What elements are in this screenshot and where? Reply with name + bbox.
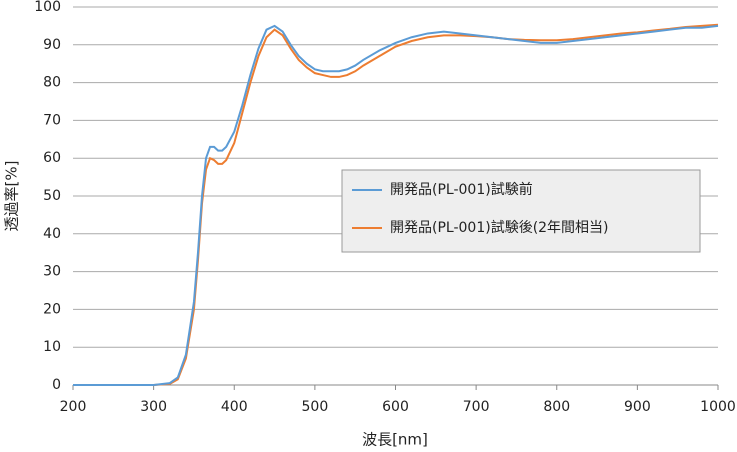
legend-box xyxy=(341,169,701,253)
x-tick-label: 1000 xyxy=(700,399,736,415)
y-tick-label: 90 xyxy=(43,37,61,53)
x-tick-label: 400 xyxy=(221,399,248,415)
x-tick-label: 600 xyxy=(382,399,409,415)
x-tick-label: 500 xyxy=(302,399,329,415)
y-tick-label: 40 xyxy=(43,226,61,242)
x-axis-label: 波長[nm] xyxy=(362,431,428,449)
y-tick-label: 100 xyxy=(34,0,61,15)
x-tick-label: 200 xyxy=(60,399,87,415)
y-tick-label: 50 xyxy=(43,188,61,204)
y-tick-label: 0 xyxy=(52,377,61,393)
y-axis-label: 透過率[%] xyxy=(3,161,21,232)
y-tick-label: 70 xyxy=(43,112,61,128)
series-line xyxy=(73,23,719,386)
x-tick-label: 800 xyxy=(543,399,570,415)
legend-label: 開発品(PL-001)試験前 xyxy=(390,181,533,198)
x-tick-label: 300 xyxy=(140,399,167,415)
y-tick-label: 20 xyxy=(43,301,61,317)
y-tick-label: 30 xyxy=(43,264,61,280)
y-tick-label: 60 xyxy=(43,150,61,166)
x-tick-label: 700 xyxy=(463,399,490,415)
y-tick-label: 80 xyxy=(43,75,61,91)
series-line xyxy=(73,24,719,386)
x-tick-label: 900 xyxy=(624,399,651,415)
y-tick-label: 10 xyxy=(43,339,61,355)
legend-label: 開発品(PL-001)試験後(2年間相当) xyxy=(390,220,609,236)
